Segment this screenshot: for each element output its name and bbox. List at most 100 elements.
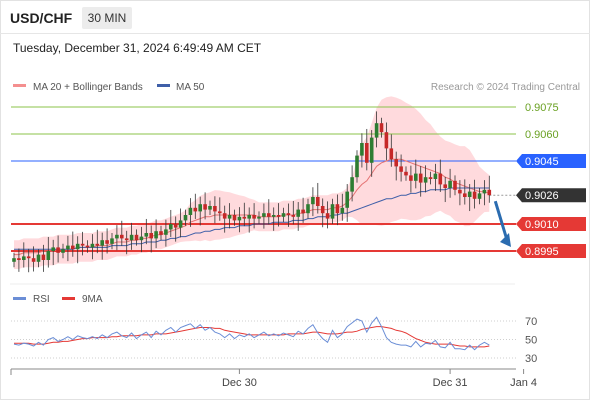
candle-body	[433, 173, 438, 179]
level-label-0.9010: 0.9010	[525, 219, 559, 231]
candle-body	[203, 204, 207, 210]
candle-body	[218, 211, 222, 214]
candle	[365, 128, 369, 171]
candle-body	[320, 206, 325, 214]
candle-body	[31, 258, 36, 262]
candle-body	[227, 215, 232, 219]
candle-body	[213, 206, 217, 212]
candle	[12, 252, 16, 268]
candle	[90, 234, 95, 260]
level-label-0.9060: 0.9060	[525, 129, 559, 141]
rsi-line	[13, 316, 490, 351]
candle	[51, 239, 55, 266]
timeframe-button[interactable]: 30 MIN	[82, 7, 132, 29]
forecast-arrow	[493, 200, 511, 247]
candle-body	[222, 213, 227, 219]
rsi-ma-legend-label: 9MA	[82, 294, 103, 305]
candle-body	[237, 216, 242, 221]
candle	[394, 151, 398, 181]
candle	[286, 203, 291, 227]
candle	[291, 200, 296, 225]
candle	[22, 242, 26, 268]
candle	[120, 220, 124, 246]
rsi-ma-line	[14, 326, 490, 348]
candle	[267, 199, 271, 225]
candle-body	[208, 206, 212, 210]
candle-body	[198, 204, 202, 212]
copyright-text: Research © 2024 Trading Central	[431, 82, 580, 93]
candle	[164, 219, 168, 247]
candle-body	[242, 216, 247, 219]
timestamp: Tuesday, December 31, 2024 6:49:49 AM CE…	[13, 41, 262, 55]
candle	[433, 163, 438, 191]
candle-body	[232, 215, 237, 221]
candle-body	[80, 243, 85, 246]
candle-body	[453, 180, 457, 190]
candle	[281, 207, 286, 223]
level-tag-0.9026	[516, 188, 586, 203]
candle	[276, 203, 281, 227]
candle	[227, 203, 232, 229]
candle	[36, 249, 41, 268]
candle-body	[467, 191, 472, 197]
rsi-tick-70: 70	[525, 316, 537, 328]
candle	[330, 198, 335, 224]
candle	[159, 225, 163, 241]
candle-body	[22, 256, 26, 260]
candle-body	[448, 180, 452, 188]
forecast-arrow-shaft	[493, 200, 509, 241]
candle	[472, 179, 477, 209]
candle	[232, 209, 237, 226]
candle	[379, 117, 384, 138]
candle	[193, 193, 198, 219]
candle-body	[12, 258, 16, 262]
level-label-0.9045: 0.9045	[525, 156, 559, 168]
candle-body	[41, 254, 46, 260]
candle	[129, 222, 134, 250]
candle-body	[95, 243, 100, 246]
candle	[56, 235, 60, 263]
candle	[325, 201, 330, 229]
candle	[173, 216, 178, 242]
candle	[262, 203, 266, 229]
candle-body	[183, 215, 188, 221]
level-tag-0.9010	[516, 217, 586, 231]
candle-body	[75, 243, 80, 250]
rsi-tick-50: 50	[525, 335, 537, 347]
candle-body	[330, 204, 335, 219]
candle	[301, 197, 305, 223]
candle	[169, 209, 173, 237]
candle	[438, 159, 443, 192]
candle-body	[350, 177, 354, 192]
candle	[198, 196, 202, 226]
bollinger-band-area	[14, 96, 490, 270]
candle-body	[286, 213, 291, 215]
candle	[345, 184, 349, 222]
candle-body	[360, 143, 364, 156]
level-label-0.9026: 0.9026	[525, 190, 559, 202]
candle-body	[291, 215, 296, 217]
candle	[477, 188, 482, 205]
candle	[355, 150, 359, 183]
candle-body	[345, 191, 349, 208]
candle-body	[276, 215, 281, 217]
candle-body	[418, 173, 423, 183]
candle	[463, 179, 467, 205]
candle	[183, 209, 188, 226]
candle	[306, 198, 310, 219]
candle-body	[129, 234, 134, 241]
candle	[414, 159, 418, 189]
candle-body	[335, 204, 340, 214]
level-labels: 0.9075 0.9060 0.9045 0.9026 0.9010 0.8995	[516, 102, 586, 258]
candle-body	[262, 213, 266, 217]
candle	[252, 203, 256, 229]
candle-body	[296, 209, 300, 217]
candle-body	[428, 177, 433, 179]
candle-body	[154, 231, 158, 239]
candle-body	[301, 209, 305, 214]
candle-body	[438, 173, 443, 185]
candle	[389, 134, 394, 167]
candle-body	[134, 234, 139, 241]
candle-body	[281, 213, 286, 217]
time-tick-label: Jan 4	[510, 377, 537, 389]
